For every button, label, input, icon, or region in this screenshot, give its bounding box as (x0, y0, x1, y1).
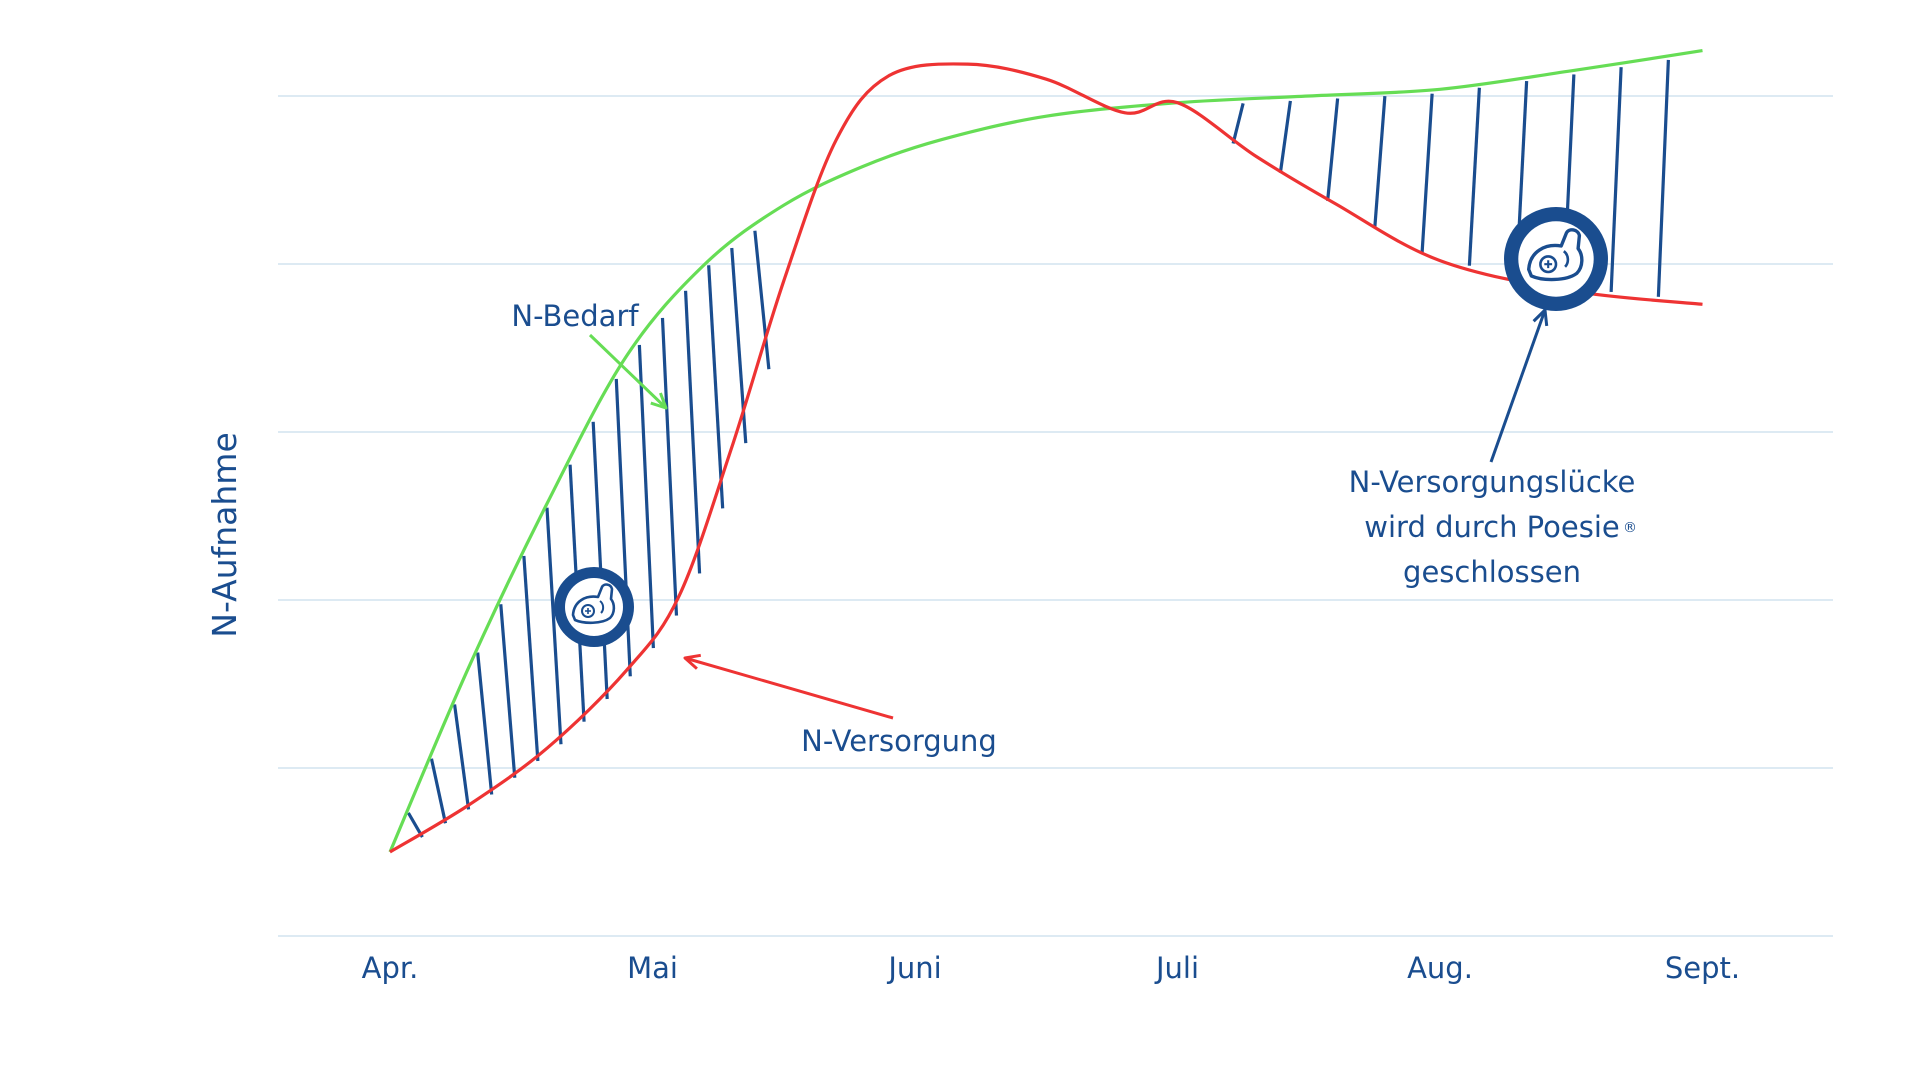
hatch-stroke (1231, 102, 1245, 144)
hatch-stroke (429, 758, 448, 824)
hatch-stroke (545, 507, 563, 745)
annotation-arrows (588, 308, 1549, 720)
n-bedarf-line (388, 49, 1703, 853)
flexed-arm-badge-icon (1504, 207, 1608, 311)
hatch-stroke (753, 230, 771, 370)
n-bedarf-label: N-Bedarf (511, 299, 639, 333)
n-versorgung-arrow-head (683, 653, 702, 670)
gap-arrow (1489, 309, 1547, 463)
hatch-stroke (522, 555, 540, 762)
hatch-stroke (476, 652, 494, 795)
hatch-stroke (1373, 95, 1387, 227)
x-tick-label: Sept. (1665, 951, 1740, 985)
hatch-stroke (707, 265, 725, 509)
registered-mark: ® (1623, 520, 1637, 536)
hatch-stroke (1278, 100, 1292, 174)
n-versorgung-label: N-Versorgung (801, 724, 997, 758)
hatch-stroke (499, 604, 517, 778)
hatch-stroke (1420, 93, 1434, 253)
hatch-stroke (1609, 67, 1623, 293)
hatch-stroke (637, 344, 655, 649)
x-tick-label: Juni (886, 951, 941, 985)
gap-line-3: geschlossen (1403, 555, 1581, 589)
flexed-arm-badge-icon (554, 567, 634, 647)
hatch-stroke (591, 421, 609, 700)
x-tick-label: Aug. (1407, 951, 1473, 985)
gap-hatching (406, 59, 1670, 838)
hatch-stroke (660, 317, 679, 616)
x-tick-label: Juli (1154, 951, 1199, 985)
gap-line-1: N-Versorgungslücke (1349, 465, 1636, 499)
x-tick-label: Apr. (362, 951, 419, 985)
hatch-stroke (683, 290, 702, 574)
n-bedarf-arrow-head (650, 392, 668, 410)
gap-line-2: wird durch Poesie (1364, 510, 1619, 544)
gap-annotation: N-Versorgungslücke wird durch Poesie ® g… (1349, 465, 1637, 589)
hatch-stroke (452, 704, 471, 810)
x-tick-label: Mai (627, 951, 678, 985)
n-bedarf-arrow (588, 333, 668, 410)
n-versorgung-arrow (684, 656, 894, 720)
y-axis-label: N-Aufnahme (205, 432, 244, 637)
n-versorgung-line (389, 62, 1703, 854)
hatch-stroke (1326, 98, 1340, 202)
gap-arrow-head (1532, 308, 1549, 327)
grid-lines (278, 95, 1833, 937)
hatch-stroke (1467, 87, 1481, 266)
hatch-stroke (1656, 59, 1670, 297)
series-lines (388, 49, 1703, 854)
badges (554, 207, 1608, 647)
x-tick-labels: Apr. Mai Juni Juli Aug. Sept. (362, 951, 1740, 985)
